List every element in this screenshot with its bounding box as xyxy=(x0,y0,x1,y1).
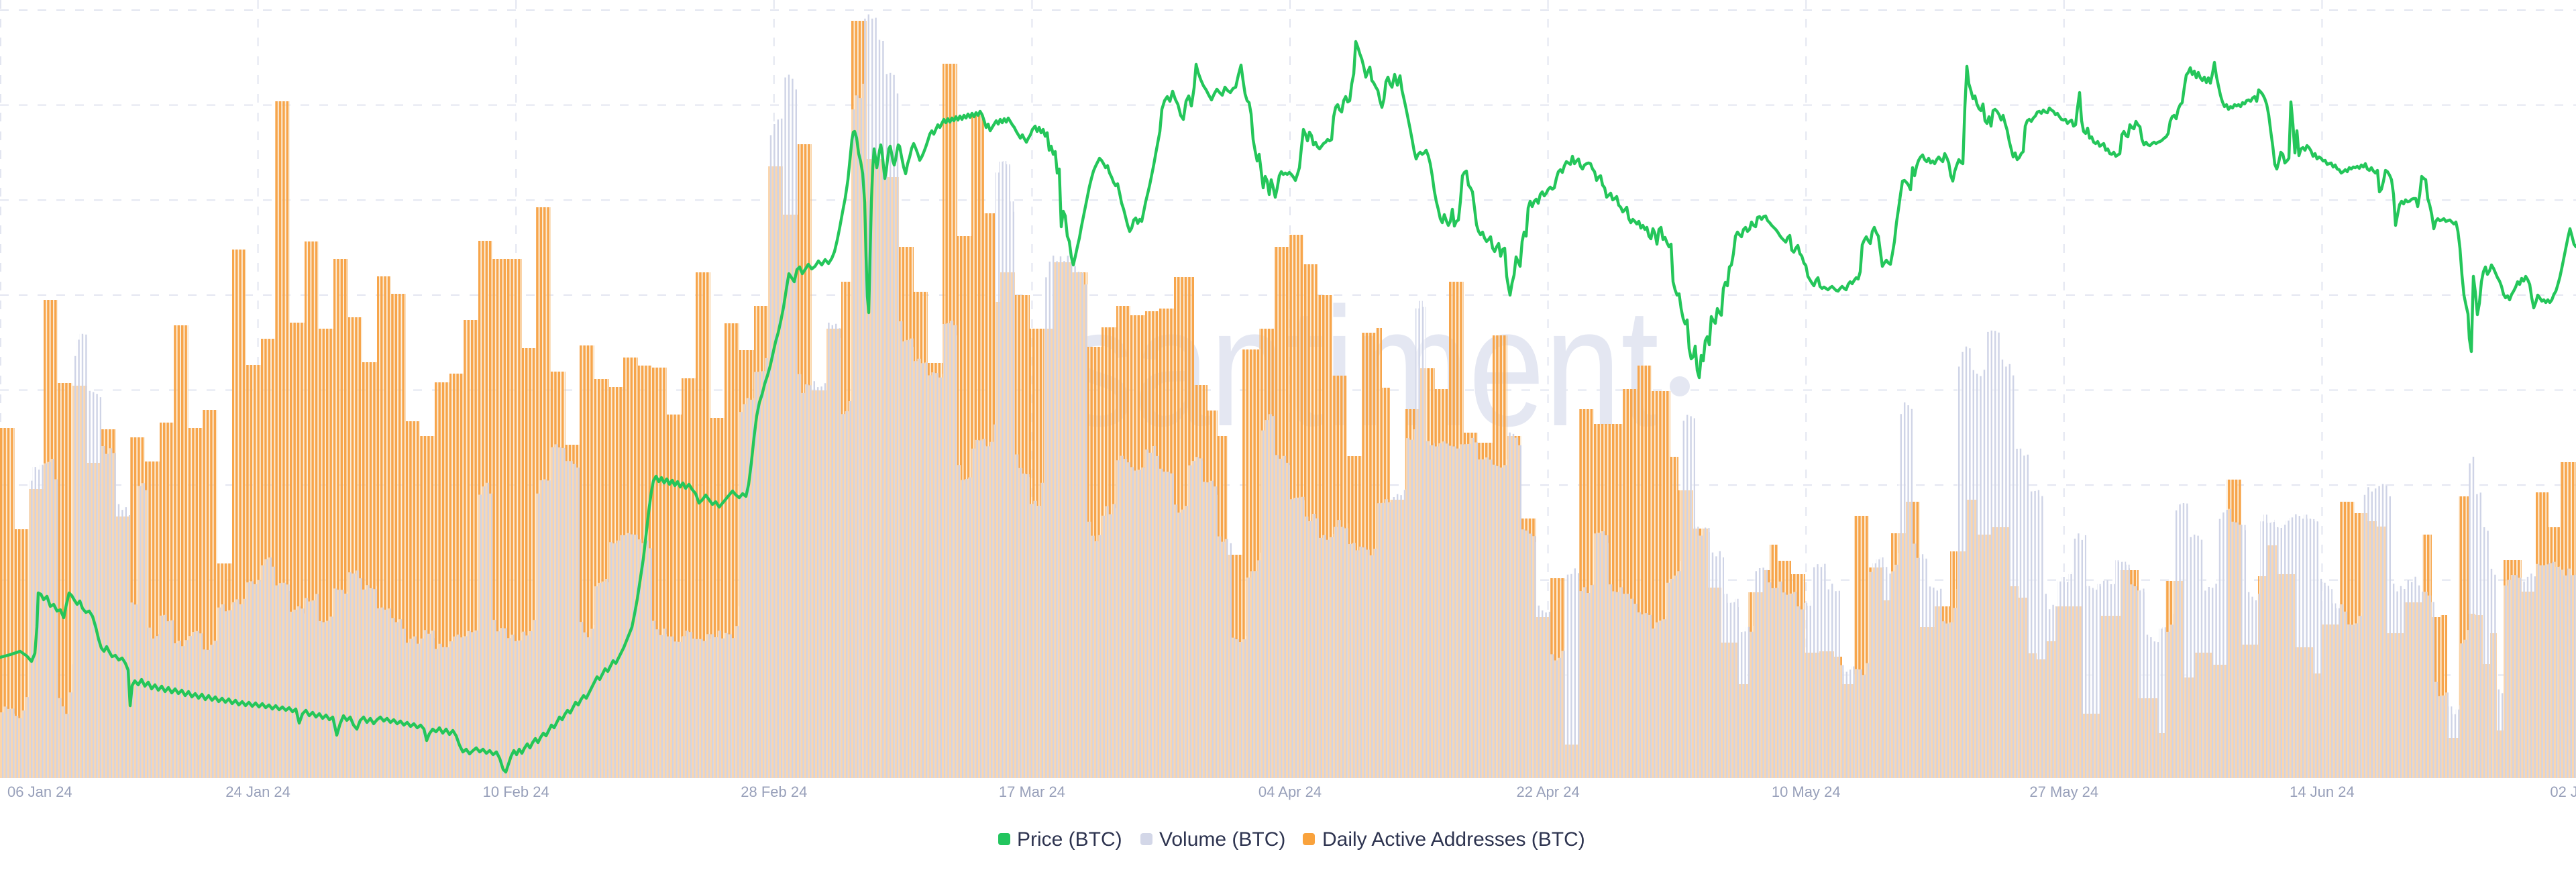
svg-text:02 Jul 24: 02 Jul 24 xyxy=(2550,783,2576,800)
svg-text:27 May 24: 27 May 24 xyxy=(2029,783,2098,800)
svg-text:Volume (BTC): Volume (BTC) xyxy=(1159,828,1285,851)
svg-text:14 Jun 24: 14 Jun 24 xyxy=(2290,783,2355,800)
svg-text:10 Feb 24: 10 Feb 24 xyxy=(483,783,549,800)
svg-text:28 Feb 24: 28 Feb 24 xyxy=(741,783,807,800)
svg-text:Price (BTC): Price (BTC) xyxy=(1017,828,1122,851)
svg-text:04 Apr 24: 04 Apr 24 xyxy=(1258,783,1322,800)
svg-text:10 May 24: 10 May 24 xyxy=(1772,783,1841,800)
svg-text:17 Mar 24: 17 Mar 24 xyxy=(999,783,1065,800)
svg-text:22 Apr 24: 22 Apr 24 xyxy=(1517,783,1580,800)
svg-text:Daily Active Addresses (BTC): Daily Active Addresses (BTC) xyxy=(1322,828,1585,851)
svg-text:06 Jan 24: 06 Jan 24 xyxy=(7,783,72,800)
svg-text:24 Jan 24: 24 Jan 24 xyxy=(225,783,290,800)
